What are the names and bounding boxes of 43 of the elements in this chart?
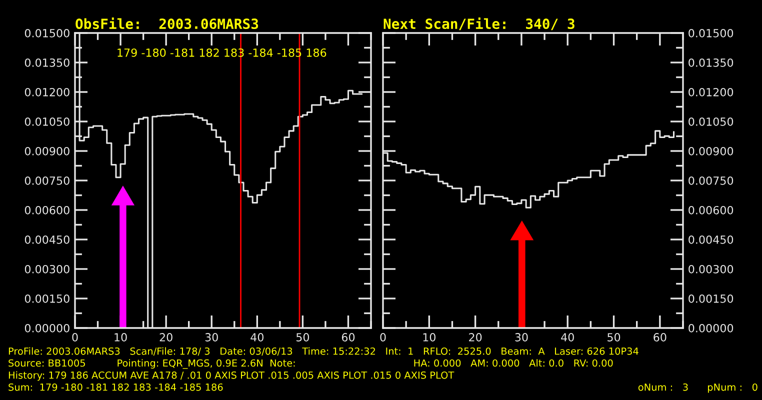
y2-tick-label: 0.01350 — [688, 58, 734, 67]
y2-tick-label: 0.00450 — [688, 235, 734, 244]
y-tick-label: 0.01500 — [24, 28, 70, 38]
text: History: 179 186 ACCUM AVE A178 / .01 0 AXIS PLOT .015 .005 AXIS PLOT .015 0 AXIS PLOT — [8, 371, 454, 381]
x-tick-label: 50 — [608, 333, 620, 342]
y-tick-label: 0.00000 — [24, 324, 70, 332]
y2-tick-label: 0.01050 — [688, 117, 734, 126]
x-tick-label: 10 — [423, 333, 436, 342]
x-tick-label: 60 — [654, 333, 666, 342]
x-tick-label: 20 — [160, 333, 172, 342]
y2-tick-label: 0.00000 — [688, 324, 734, 332]
x-tick-label: 40 — [250, 333, 264, 342]
text: oNum : 3 pNum : 0 — [638, 383, 758, 393]
x-tick-label: 30 — [205, 333, 218, 342]
y2-tick-label: 0.00300 — [688, 264, 734, 274]
x-tick-label: 40 — [561, 333, 574, 342]
y-tick-label: 0.01050 — [24, 117, 70, 126]
x-tick-label: 30 — [515, 333, 528, 342]
chart-title: Next Scan/File: 340/ 3 — [384, 18, 574, 30]
y2-tick-label: 0.01200 — [688, 88, 734, 96]
y-tick-label: 0.00150 — [24, 294, 70, 303]
x-tick-label: 20 — [469, 333, 482, 342]
y2-tick-label: 0.00750 — [688, 176, 734, 185]
text: ProFile: 2003.06MARS3 Scan/File: 178/ 3 Date: 03/06/13 Time: 15:22:32 Int: 1 RFLO: 2525.0 Beam: A Laser: 626 10P34 — [8, 347, 638, 356]
y2-tick-label: 0.00900 — [688, 146, 734, 156]
x-tick-label: 50 — [296, 333, 310, 342]
y-tick-label: 0.01200 — [24, 88, 70, 96]
y2-tick-label: 0.00600 — [688, 206, 734, 214]
source-note: Source: BB1005 Pointing: EQR_MGS, 0.9E 2.6N Note: HA: 0.000 AM: 0.000 Alt: 0.0 RV: 0.00 — [8, 359, 613, 369]
y2-tick-label: 0.00150 — [688, 294, 734, 303]
y-tick-label: 0.00600 — [24, 206, 70, 214]
chart-title: ObsFile: 2003.06MARS3 — [76, 18, 258, 30]
y-tick-label: 0.00750 — [24, 176, 70, 185]
x-tick-label: 60 — [342, 333, 355, 342]
y2-tick-label: 0.01500 — [688, 28, 734, 38]
y-tick-label: 0.00300 — [24, 264, 70, 274]
y-tick-label: 0.01350 — [24, 58, 70, 67]
x-tick-label: 10 — [114, 333, 127, 342]
x-tick-label: 0 — [380, 333, 386, 342]
y-tick-label: 0.00450 — [24, 235, 70, 244]
y-tick-label: 0.00900 — [24, 146, 70, 156]
x-tick-label: 0 — [72, 333, 78, 342]
text: Sum: 179 -180 -181 182 183 -184 -185 186 — [8, 383, 223, 391]
